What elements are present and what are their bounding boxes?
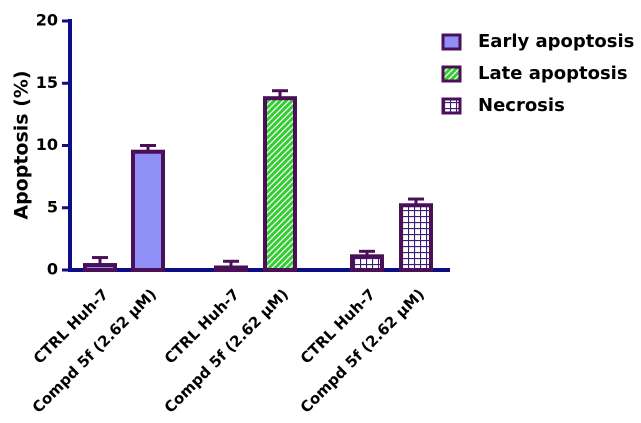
bar [214, 265, 248, 273]
legend-swatch [441, 33, 462, 51]
legend-label: Necrosis [478, 95, 565, 116]
y-axis-label: Apoptosis (%) [11, 70, 33, 219]
y-tick-label: 20 [36, 11, 58, 30]
legend-label: Late apoptosis [478, 63, 628, 84]
bar [263, 96, 297, 272]
y-tick-label: 10 [36, 135, 58, 154]
bar [399, 203, 433, 272]
legend-label: Early apoptosis [478, 31, 634, 52]
bar [83, 263, 117, 272]
y-tick-label: 15 [36, 73, 58, 92]
legend-swatch [441, 97, 462, 115]
bar [350, 254, 384, 272]
bar [131, 149, 165, 273]
legend-swatch [441, 65, 462, 83]
y-tick-label: 0 [47, 260, 58, 279]
y-tick-label: 5 [47, 197, 58, 216]
